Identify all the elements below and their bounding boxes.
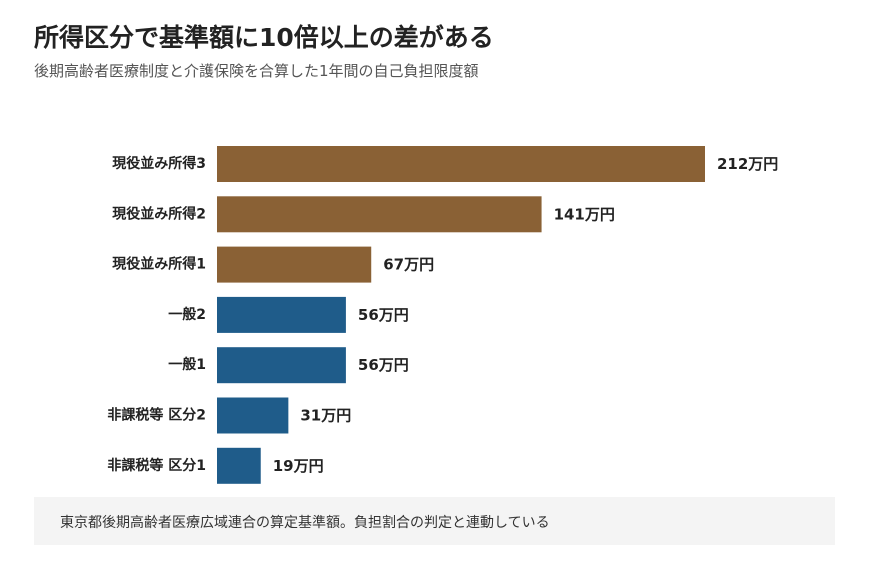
- category-label-6: 非課税等 区分1: [107, 457, 206, 474]
- category-label-0: 現役並み所得3: [112, 155, 206, 172]
- category-label-5: 非課税等 区分2: [107, 407, 206, 424]
- chart-subtitle: 後期高齢者医療制度と介護保険を合算した1年間の自己負担限度額: [34, 62, 479, 80]
- value-label-2: 67万円: [383, 256, 434, 274]
- bar-3: [217, 296, 346, 333]
- bar-2: [217, 246, 372, 283]
- category-label-3: 一般2: [168, 306, 206, 323]
- source-note-box: 東京都後期高齢者医療広域連合の算定基準額。負担割合の判定と連動している: [34, 497, 835, 545]
- value-label-5: 31万円: [300, 407, 351, 425]
- bar-4: [217, 347, 346, 384]
- category-label-2: 現役並み所得1: [112, 256, 206, 273]
- bar-0: [217, 146, 705, 182]
- value-label-4: 56万円: [358, 356, 409, 374]
- category-label-4: 一般1: [168, 356, 206, 373]
- value-label-0: 212万円: [717, 155, 778, 173]
- value-label-3: 56万円: [358, 306, 409, 324]
- bar-5: [217, 397, 289, 434]
- source-note: 東京都後期高齢者医療広域連合の算定基準額。負担割合の判定と連動している: [60, 515, 550, 531]
- value-label-1: 141万円: [554, 205, 615, 223]
- chart-title: 所得区分で基準額に10倍以上の差がある: [34, 23, 494, 52]
- value-label-6: 19万円: [273, 457, 324, 475]
- bar-6: [217, 447, 261, 484]
- bar-1: [217, 196, 542, 233]
- category-label-1: 現役並み所得2: [112, 205, 206, 222]
